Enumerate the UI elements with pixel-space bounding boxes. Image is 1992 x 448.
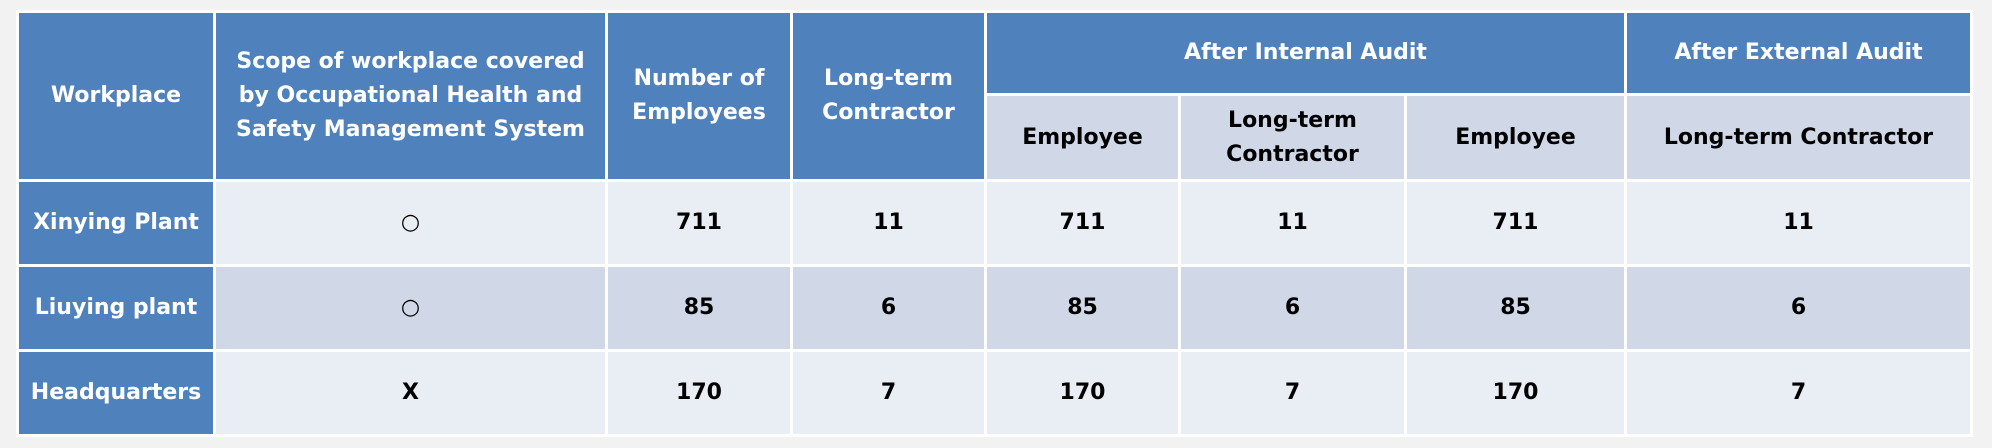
table-cell: 11: [790, 179, 987, 267]
table-row: Xinying Plant ○ 711 11 711 11 711 11: [16, 179, 1973, 267]
table-cell: 711: [1404, 179, 1627, 267]
table-cell: 7: [1178, 349, 1407, 437]
table-row: Liuying plant ○ 85 6 85 6 85 6: [16, 264, 1973, 352]
header-cell: After External Audit: [1624, 10, 1973, 96]
table-cell: ○: [213, 179, 608, 267]
table-cell: 170: [605, 349, 793, 437]
audit-table: Workplace Scope of workplace covered by O…: [16, 10, 1973, 437]
table-cell: 85: [1404, 264, 1627, 352]
table-body: Xinying Plant ○ 711 11 711 11 711 11 Liuying pla…: [16, 179, 1973, 437]
table-cell: 711: [605, 179, 793, 267]
subheader-cell: Long-term Contractor: [1178, 93, 1407, 182]
table-cell: 7: [790, 349, 987, 437]
table-cell: 85: [605, 264, 793, 352]
header-cell: Long-term Contractor: [790, 10, 987, 182]
table-cell: X: [213, 349, 608, 437]
header-cell: Scope of workplace covered by Occupation…: [213, 10, 608, 182]
header-cell: Number of Employees: [605, 10, 793, 182]
table-cell: 11: [1624, 179, 1973, 267]
table-cell: 170: [984, 349, 1181, 437]
table-row: Headquarters X 170 7 170 7 170 7: [16, 349, 1973, 437]
row-label: Liuying plant: [16, 264, 216, 352]
subheader-cell: Long-term Contractor: [1624, 93, 1973, 182]
table-cell: 170: [1404, 349, 1627, 437]
table-cell: ○: [213, 264, 608, 352]
table-cell: 6: [1178, 264, 1407, 352]
header-cell: After Internal Audit: [984, 10, 1627, 96]
table-cell: 7: [1624, 349, 1973, 437]
table-cell: 6: [1624, 264, 1973, 352]
header-cell: Workplace: [16, 10, 216, 182]
subheader-cell: Employee: [1404, 93, 1627, 182]
table-cell: 11: [1178, 179, 1407, 267]
row-label: Headquarters: [16, 349, 216, 437]
header-row: Workplace Scope of workplace covered by O…: [16, 10, 1973, 182]
subheader-row: Employee Long-term Contractor Employee Long…: [18, 93, 1973, 182]
table-cell: 85: [984, 264, 1181, 352]
row-label: Xinying Plant: [16, 179, 216, 267]
table-cell: 711: [984, 179, 1181, 267]
subheader-cell: Employee: [984, 93, 1181, 182]
table-cell: 6: [790, 264, 987, 352]
